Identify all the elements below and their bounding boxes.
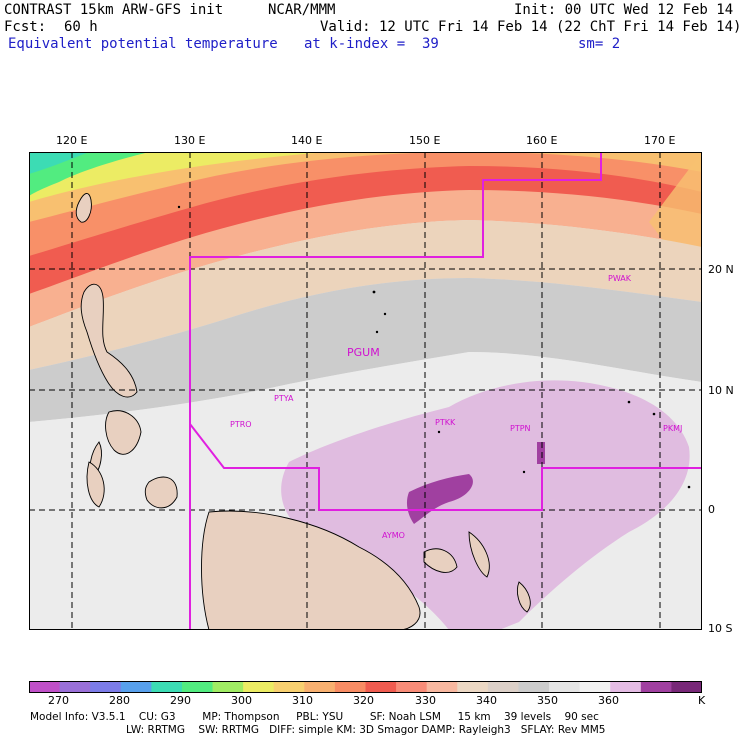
lon-label-160e: 160 E bbox=[526, 134, 558, 147]
new-guinea bbox=[201, 510, 421, 630]
colorbar-label-270: 270 bbox=[48, 694, 69, 707]
colorbar-label-300: 300 bbox=[231, 694, 252, 707]
init-time: Init: 00 UTC Wed 12 Feb 14 bbox=[514, 2, 734, 18]
coastlines bbox=[75, 193, 531, 630]
field-band-320 bbox=[29, 152, 702, 222]
colorbar-label-280: 280 bbox=[109, 694, 130, 707]
valid-time: Valid: 12 UTC Fri 14 Feb 14 (22 ChT Fri … bbox=[320, 19, 740, 35]
map-frame bbox=[29, 152, 702, 630]
colorbar-swatch-18 bbox=[579, 681, 611, 693]
colorbar-swatch-1 bbox=[59, 681, 91, 693]
colorbar bbox=[29, 681, 702, 693]
colorbar-swatch-15 bbox=[487, 681, 519, 693]
colorbar-swatch-0 bbox=[29, 681, 61, 693]
lon-label-130e: 130 E bbox=[174, 134, 206, 147]
station-aymo: AYMO bbox=[382, 531, 405, 540]
field-band-290 bbox=[29, 152, 89, 174]
colorbar-swatch-14 bbox=[457, 681, 489, 693]
lon-label-140e: 140 E bbox=[291, 134, 323, 147]
luzon bbox=[80, 283, 138, 398]
sulawesi-north bbox=[86, 461, 105, 508]
halmahera bbox=[144, 476, 178, 509]
station-ptpn: PTPN bbox=[510, 424, 531, 433]
colorbar-label-330: 330 bbox=[415, 694, 436, 707]
lat-label-equator: 0 bbox=[708, 503, 715, 516]
colorbar-label-320: 320 bbox=[353, 694, 374, 707]
new-britain bbox=[423, 548, 458, 573]
colorbar-swatch-6 bbox=[212, 681, 244, 693]
colorbar-swatch-13 bbox=[426, 681, 458, 693]
lon-label-170e: 170 E bbox=[644, 134, 676, 147]
colorbar-swatch-16 bbox=[518, 681, 550, 693]
colorbar-swatch-3 bbox=[120, 681, 152, 693]
colorbar-swatch-12 bbox=[396, 681, 428, 693]
lat-label-20n: 20 N bbox=[708, 263, 734, 276]
station-ptya: PTYA bbox=[274, 394, 294, 403]
model-info-line1: Model Info: V3.5.1 CU: G3 MP: Thompson P… bbox=[30, 711, 599, 723]
solomon-islands bbox=[516, 581, 531, 613]
taiwan bbox=[75, 193, 92, 223]
colorbar-label-340: 340 bbox=[476, 694, 497, 707]
colorbar-swatch-11 bbox=[365, 681, 397, 693]
lon-label-120e: 120 E bbox=[56, 134, 88, 147]
colorbar-swatch-19 bbox=[610, 681, 642, 693]
colorbar-label-290: 290 bbox=[170, 694, 191, 707]
lon-label-150e: 150 E bbox=[409, 134, 441, 147]
boundary-north bbox=[189, 152, 602, 424]
colorbar-swatch-8 bbox=[273, 681, 305, 693]
field-name: Equivalent potential temperature bbox=[8, 36, 278, 52]
boundary-south bbox=[189, 421, 702, 630]
station-pkmj: PKMJ bbox=[663, 424, 682, 433]
colorbar-swatch-21 bbox=[671, 681, 702, 693]
small-islands bbox=[177, 205, 691, 489]
smoothing-label: sm= 2 bbox=[578, 36, 621, 52]
colorbar-unit: K bbox=[698, 694, 706, 707]
forecast-label: Fcst: bbox=[4, 19, 47, 35]
colorbar-swatch-9 bbox=[304, 681, 336, 693]
colorbar-label-310: 310 bbox=[292, 694, 313, 707]
field-band-350 bbox=[29, 278, 702, 422]
station-pgum: PGUM bbox=[347, 346, 380, 359]
colorbar-swatch-10 bbox=[334, 681, 366, 693]
lat-label-10s: 10 S bbox=[708, 622, 733, 635]
station-ptro: PTRO bbox=[230, 420, 252, 429]
colorbar-swatch-4 bbox=[151, 681, 183, 693]
station-pwak: PWAK bbox=[608, 274, 632, 283]
colorbar-label-350: 350 bbox=[537, 694, 558, 707]
colorbar-swatch-5 bbox=[181, 681, 214, 693]
model-info-line2: LW: RRTMG SW: RRTMG DIFF: simple KM: 3D … bbox=[126, 724, 606, 736]
lat-label-10n: 10 N bbox=[708, 384, 734, 397]
field-band-345 bbox=[29, 220, 702, 370]
station-labels: PGUM PTYA PTRO PTKK PTPN PKMJ PWAK AYMO bbox=[230, 274, 682, 540]
colorbar-frame bbox=[29, 681, 702, 693]
lat-lon-grid bbox=[29, 152, 702, 630]
new-ireland bbox=[468, 531, 490, 578]
model-title: CONTRAST 15km ARW-GFS init bbox=[4, 2, 224, 18]
k-index-label: at k-index = 39 bbox=[304, 36, 439, 52]
organization-label: NCAR/MMM bbox=[268, 2, 336, 18]
field-band-370-cell bbox=[537, 442, 545, 464]
colorbar-swatch-7 bbox=[243, 681, 275, 693]
colorbar-swatch-20 bbox=[640, 681, 672, 693]
theta-e-map: PGUM PTYA PTRO PTKK PTPN PKMJ PWAK AYMO bbox=[29, 152, 702, 630]
colorbar-swatch-2 bbox=[90, 681, 122, 693]
mindanao bbox=[105, 410, 142, 455]
forecast-hour: 60 h bbox=[64, 19, 98, 35]
colorbar-swatch-17 bbox=[549, 681, 581, 693]
field-band-370-core bbox=[406, 474, 473, 524]
colorbar-label-360: 360 bbox=[598, 694, 619, 707]
station-ptkk: PTKK bbox=[435, 418, 456, 427]
